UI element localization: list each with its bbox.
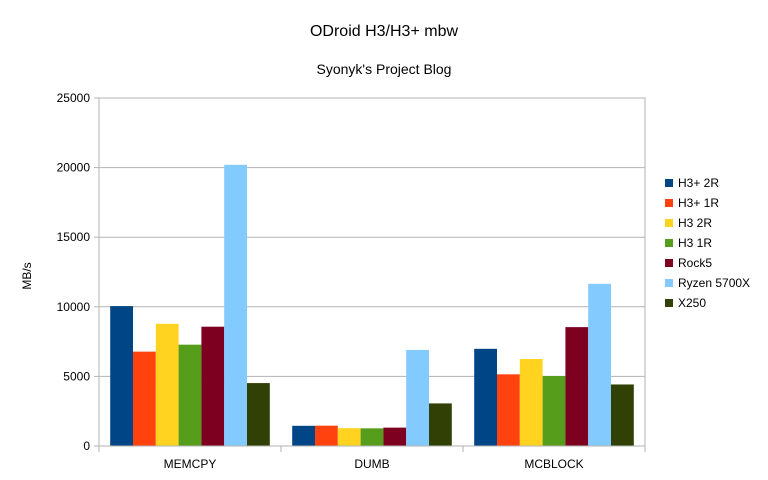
legend-swatch <box>665 219 673 227</box>
legend: H3+ 2R H3+ 1R H3 2R H3 1R Rock5 Ryzen 5700X X2… <box>665 176 750 310</box>
bars <box>110 164 634 447</box>
bar-h3-2r-dumb <box>292 425 315 446</box>
bar-rock5-mcblock <box>565 327 589 446</box>
legend-swatch <box>665 259 673 267</box>
bar-h3-1r-memcpy <box>178 344 202 446</box>
bar-h3-1r-memcpy <box>133 351 156 446</box>
legend-swatch <box>665 239 673 247</box>
plot-border <box>98 97 646 447</box>
bar-rock5-memcpy <box>201 326 225 446</box>
bar-ryzen-5700x-memcpy <box>224 164 247 447</box>
x-tick-label: MEMCPY <box>164 457 217 471</box>
bar-x250-dumb <box>429 403 452 446</box>
x-tick-label: MCBLOCK <box>524 457 583 471</box>
bar-h3-2r-memcpy <box>155 323 179 446</box>
y-tick-label: 25000 <box>57 91 91 105</box>
bar-h3-2r-mcblock <box>519 359 543 446</box>
y-tick-label: 10000 <box>57 300 91 314</box>
y-tick-label: 20000 <box>57 161 91 175</box>
legend-label: H3 2R <box>678 216 712 230</box>
legend-swatch <box>665 279 673 287</box>
axes <box>94 97 646 452</box>
legend-label: Ryzen 5700X <box>678 276 750 290</box>
bar-h3-2r-mcblock <box>474 348 497 446</box>
bar-ryzen-5700x-dumb <box>406 349 429 446</box>
y-tick-label: 15000 <box>57 230 91 244</box>
bar-ryzen-5700x-mcblock <box>588 283 611 446</box>
legend-swatch <box>665 179 673 187</box>
y-tick-label: 0 <box>83 439 90 453</box>
bar-x250-mcblock <box>611 384 634 446</box>
legend-swatch <box>665 299 673 307</box>
bar-h3-1r-mcblock <box>497 374 520 446</box>
tick-labels: 0 5000 10000 15000 20000 25000 MEMCPY DUMB MCBLO… <box>57 91 584 471</box>
legend-swatch <box>665 199 673 207</box>
legend-label: Rock5 <box>678 256 712 270</box>
bar-rock5-dumb <box>383 427 407 446</box>
legend-label: H3+ 2R <box>678 176 719 190</box>
bar-h3-1r-mcblock <box>542 375 566 446</box>
chart-subtitle: Syonyk's Project Blog <box>317 61 452 77</box>
y-axis-label: MB/s <box>20 262 34 289</box>
bar-h3-2r-dumb <box>337 428 361 446</box>
y-tick-label: 5000 <box>63 369 90 383</box>
legend-label: H3+ 1R <box>678 196 719 210</box>
legend-label: X250 <box>678 296 706 310</box>
legend-label: H3 1R <box>678 236 712 250</box>
chart-title: ODroid H3/H3+ mbw <box>310 23 458 40</box>
bar-x250-memcpy <box>247 383 270 446</box>
bar-h3-1r-dumb <box>360 428 384 446</box>
bar-h3-2r-memcpy <box>110 306 133 446</box>
x-tick-label: DUMB <box>354 457 389 471</box>
bar-h3-1r-dumb <box>315 425 338 446</box>
